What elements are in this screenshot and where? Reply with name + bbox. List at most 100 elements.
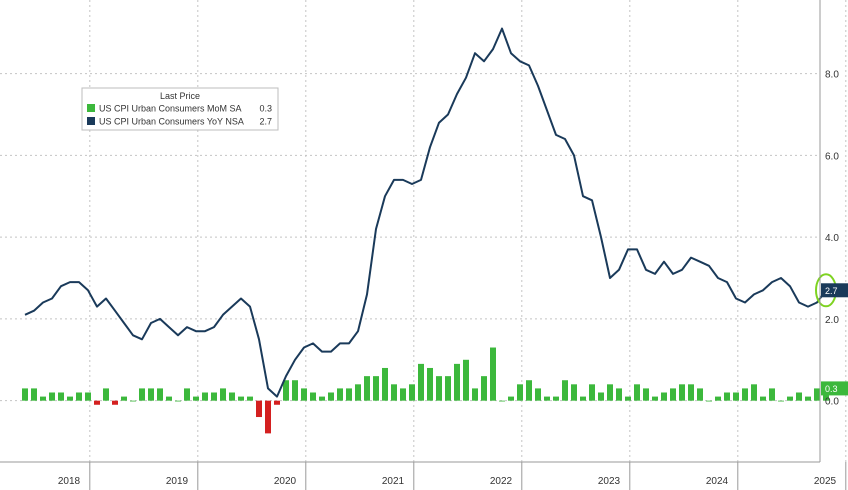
mom-bar-2 (40, 396, 46, 401)
mom-bar-31 (301, 388, 307, 401)
mom-bar-39 (373, 376, 379, 401)
mom-bar-48 (454, 363, 460, 401)
x-tick-label-2020: 2020 (274, 476, 297, 487)
mom-bar-5 (67, 396, 73, 401)
mom-bar-62 (580, 396, 586, 401)
mom-bar-83 (769, 388, 775, 401)
mom-bar-67 (625, 396, 631, 401)
mom-bar-9 (103, 388, 109, 401)
legend-label-mom: US CPI Urban Consumers MoM SA (99, 104, 242, 114)
x-tick-label-2022: 2022 (490, 476, 513, 487)
mom-bar-76 (706, 400, 712, 402)
x-tick-label-2024: 2024 (706, 476, 729, 487)
mom-bar-0 (22, 388, 28, 401)
y-tick-label-3: 6.0 (825, 151, 839, 162)
mom-bar-44 (418, 363, 424, 401)
mom-bar-28 (274, 400, 280, 405)
mom-bar-24 (238, 396, 244, 401)
mom-bar-77 (715, 396, 721, 401)
mom-bar-65 (607, 384, 613, 401)
mom-bar-18 (184, 388, 190, 401)
legend-value-mom: 0.3 (259, 104, 272, 114)
x-tick-label-2025: 2025 (814, 476, 837, 487)
mom-bar-49 (463, 359, 469, 401)
last-value-tag-0 (821, 283, 848, 298)
mom-bar-80 (742, 388, 748, 401)
mom-bar-20 (202, 392, 208, 401)
x-tick-label-2018: 2018 (58, 476, 81, 487)
mom-bar-66 (616, 388, 622, 401)
mom-bar-30 (292, 380, 298, 401)
mom-bar-21 (211, 392, 217, 401)
mom-bar-1 (31, 388, 37, 401)
mom-bar-12 (130, 400, 136, 402)
mom-bar-43 (409, 384, 415, 401)
mom-bar-86 (796, 392, 802, 401)
mom-bar-88 (814, 388, 820, 401)
mom-bar-37 (355, 384, 361, 401)
mom-bar-51 (481, 376, 487, 401)
mom-bar-69 (643, 388, 649, 401)
mom-bar-45 (427, 367, 433, 401)
mom-bar-27 (265, 400, 271, 434)
y-tick-label-2: 4.0 (825, 233, 839, 244)
y-tick-label-1: 2.0 (825, 315, 839, 326)
y-tick-label-0: 0.0 (825, 397, 839, 408)
mom-bar-17 (175, 400, 181, 402)
last-value-tag-1 (821, 381, 848, 396)
mom-bar-70 (652, 396, 658, 401)
mom-bar-68 (634, 384, 640, 401)
legend-swatch-yoy (87, 117, 95, 125)
mom-bar-60 (562, 380, 568, 401)
legend-label-yoy: US CPI Urban Consumers YoY NSA (99, 117, 244, 127)
mom-bar-59 (553, 396, 559, 401)
mom-bar-54 (508, 396, 514, 401)
mom-bar-29 (283, 380, 289, 401)
mom-bar-74 (688, 384, 694, 401)
legend-box (81, 87, 279, 131)
yoy-line (24, 27, 837, 398)
mom-bar-52 (490, 347, 496, 401)
mom-bar-4 (58, 392, 64, 401)
mom-bar-33 (319, 396, 325, 401)
mom-bar-56 (526, 380, 532, 401)
mom-bar-55 (517, 384, 523, 401)
mom-bar-32 (310, 392, 316, 401)
mom-bar-41 (391, 384, 397, 401)
mom-bar-7 (85, 392, 91, 401)
mom-bar-84 (778, 400, 784, 402)
mom-bar-87 (805, 396, 811, 401)
mom-bar-71 (661, 392, 667, 401)
mom-bar-82 (760, 396, 766, 401)
x-tick-label-2023: 2023 (598, 476, 621, 487)
mom-bar-61 (571, 384, 577, 401)
mom-bar-8 (94, 400, 100, 405)
mom-bar-26 (256, 400, 262, 418)
x-tick-label-2021: 2021 (382, 476, 405, 487)
mom-bar-35 (337, 388, 343, 401)
mom-bar-64 (598, 392, 604, 401)
mom-bar-3 (49, 392, 55, 401)
mom-bar-50 (472, 388, 478, 401)
yoy-series-line (24, 27, 827, 398)
mom-bar-38 (364, 376, 370, 401)
mom-bar-75 (697, 388, 703, 401)
mom-bar-16 (166, 396, 172, 401)
mom-bar-25 (247, 396, 253, 401)
mom-bar-72 (670, 388, 676, 401)
legend-value-yoy: 2.7 (259, 117, 272, 127)
mom-bars (22, 347, 829, 434)
mom-bar-73 (679, 384, 685, 401)
legend: Last Price US CPI Urban Consumers MoM SA… (81, 87, 279, 131)
legend-swatch-mom (87, 104, 95, 112)
mom-bar-81 (751, 384, 757, 401)
mom-bar-85 (787, 396, 793, 401)
mom-bar-15 (157, 388, 163, 401)
mom-bar-40 (382, 367, 388, 401)
x-tick-label-2019: 2019 (166, 476, 189, 487)
mom-bar-57 (535, 388, 541, 401)
mom-bar-78 (724, 392, 730, 401)
mom-bar-22 (220, 388, 226, 401)
